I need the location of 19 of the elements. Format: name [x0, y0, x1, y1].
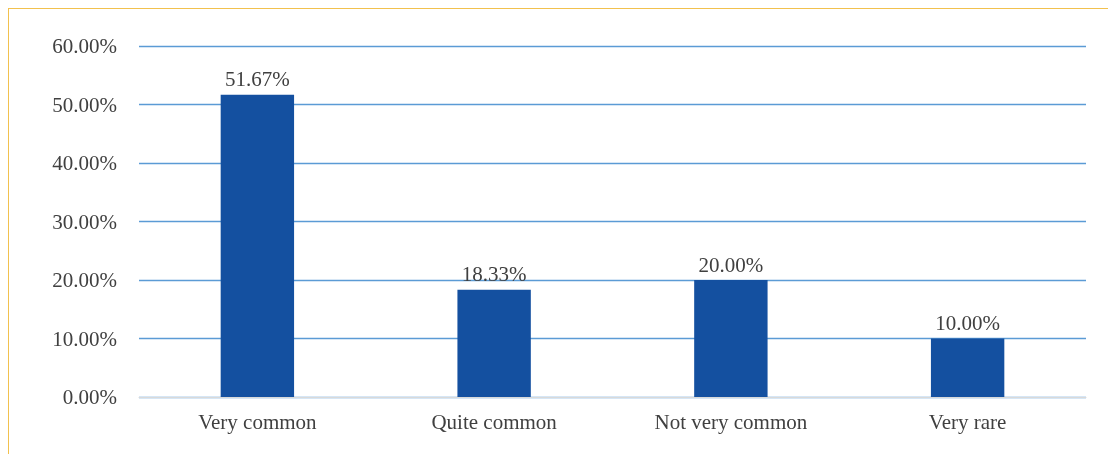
data-label: 51.67%	[225, 67, 290, 92]
y-tick-label: 0.00%	[62, 385, 117, 409]
y-tick-label: 10.00%	[52, 326, 117, 351]
bar	[457, 289, 531, 397]
y-tick-label: 30.00%	[52, 209, 117, 234]
x-tick-label: Very rare	[928, 409, 1007, 434]
bar	[220, 94, 295, 397]
data-label: 20.00%	[698, 252, 764, 277]
y-tick-label: 50.00%	[52, 92, 117, 117]
data-label: 10.00%	[935, 311, 1000, 335]
y-tick-label: 20.00%	[52, 268, 117, 292]
y-tick-label: 40.00%	[52, 151, 117, 175]
bar	[694, 280, 768, 397]
bar	[930, 338, 1005, 397]
x-tick-label: Quite common	[431, 409, 558, 434]
x-tick-label: Not very common	[654, 409, 808, 434]
x-tick-label: Very common	[198, 409, 318, 434]
data-label: 18.33%	[461, 262, 527, 287]
y-tick-label: 60.00%	[52, 34, 117, 58]
